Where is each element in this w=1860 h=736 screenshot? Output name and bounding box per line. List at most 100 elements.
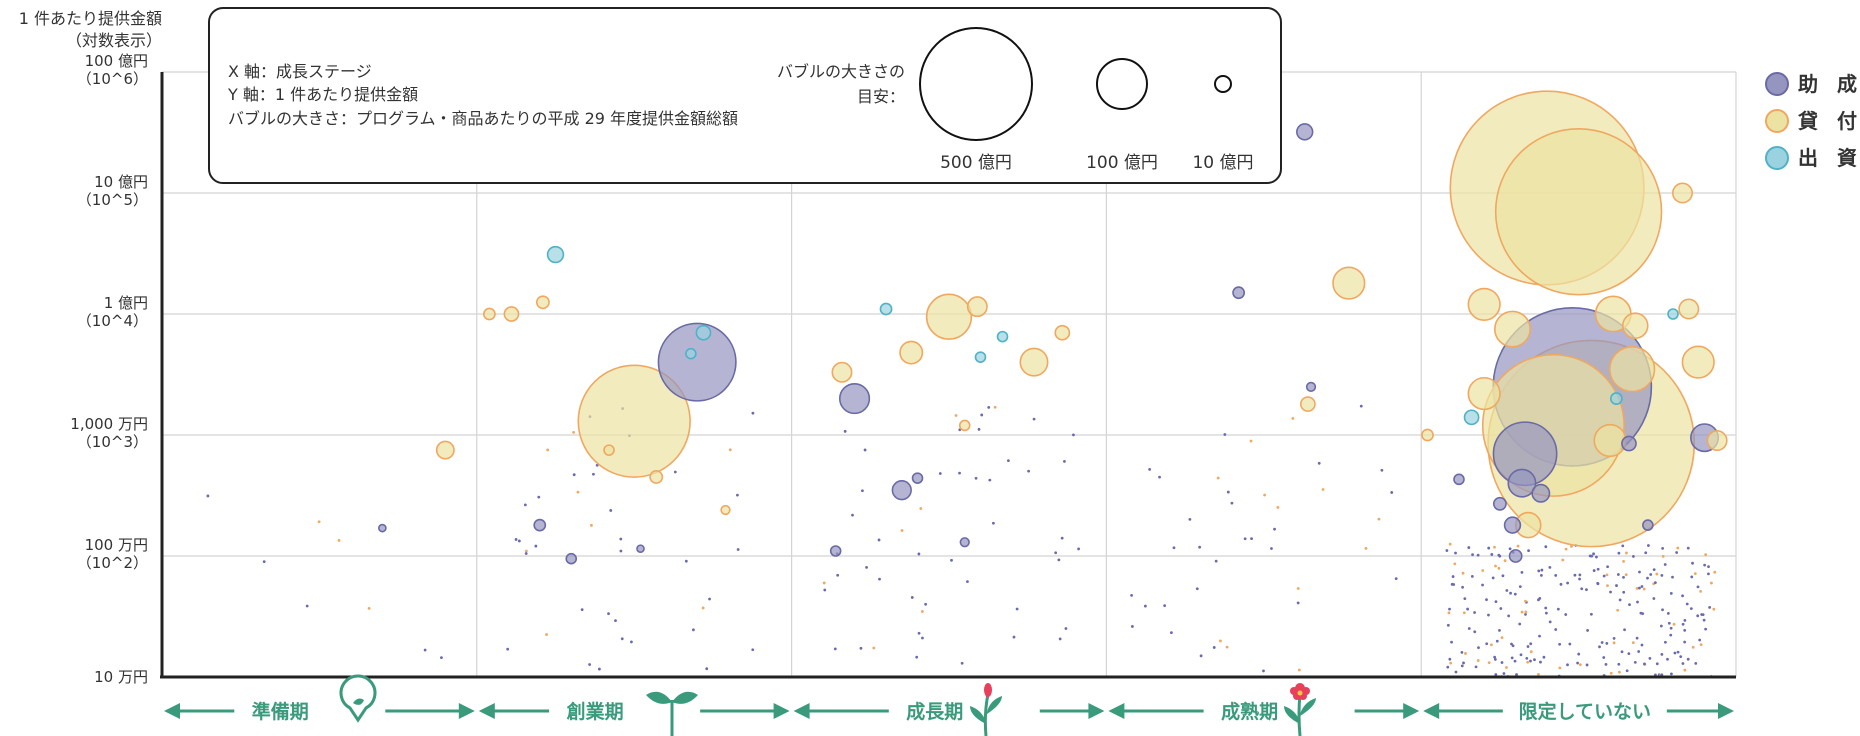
point-loan-small xyxy=(1476,659,1480,662)
point-loan-small xyxy=(590,523,593,527)
point-grant-small xyxy=(1172,546,1176,550)
point-grant-small xyxy=(1592,569,1596,572)
point-grant-small xyxy=(1690,575,1694,579)
bubble-equity xyxy=(996,330,1009,343)
point-grant-small xyxy=(1586,629,1589,632)
point-grant-small xyxy=(1585,588,1588,592)
bubble-loan xyxy=(1054,324,1071,341)
bubble-loan xyxy=(1494,128,1663,296)
point-grant-small xyxy=(1317,461,1321,465)
bubble-loan xyxy=(1019,347,1049,377)
point-grant-small xyxy=(1511,644,1515,648)
point-grant-small xyxy=(1501,574,1505,578)
point-grant-small xyxy=(1666,657,1669,661)
point-grant-small xyxy=(1625,669,1629,673)
point-loan-small xyxy=(1500,636,1504,640)
bubble-equity xyxy=(974,351,987,363)
sprout-icon xyxy=(646,691,698,736)
point-grant-small xyxy=(684,559,688,563)
point-loan-small xyxy=(545,633,548,636)
point-grant-small xyxy=(1481,583,1484,587)
y-tick-sublabel: （10^4） xyxy=(77,312,148,330)
point-loan-small xyxy=(1683,668,1687,672)
point-grant-small xyxy=(1568,642,1572,646)
point-grant-small xyxy=(991,521,995,525)
point-grant-small xyxy=(1250,537,1253,541)
point-grant-small xyxy=(1460,650,1464,654)
point-grant-small xyxy=(1681,594,1684,598)
point-grant-small xyxy=(1538,634,1541,638)
point-loan-small xyxy=(1526,660,1530,664)
point-grant-small xyxy=(1462,661,1465,665)
point-grant-small xyxy=(1590,554,1594,558)
point-loan-small xyxy=(1448,542,1452,546)
point-grant-small xyxy=(1513,659,1517,663)
point-grant-small xyxy=(614,619,617,623)
point-grant-small xyxy=(736,548,740,551)
point-loan-small xyxy=(1655,572,1659,576)
size-guide-label-line1: バブルの大きさの xyxy=(777,62,905,81)
point-loan-small xyxy=(1490,643,1493,647)
point-grant-small xyxy=(1460,664,1464,668)
point-loan-small xyxy=(1494,564,1497,568)
bubble-grant xyxy=(636,544,645,553)
size-guide-circle-100 xyxy=(1096,58,1148,110)
point-grant-small xyxy=(1589,612,1593,616)
point-grant-small xyxy=(1566,581,1570,585)
point-grant-small xyxy=(1390,491,1394,494)
legend-label-equity: 出 資 xyxy=(1798,146,1860,170)
point-grant-small xyxy=(1660,573,1664,577)
point-loan-small xyxy=(1616,608,1620,612)
point-loan-small xyxy=(1377,517,1381,521)
point-loan-small xyxy=(1493,545,1496,549)
point-grant-small xyxy=(1359,404,1363,408)
point-grant-small xyxy=(305,604,309,608)
point-grant-small xyxy=(1500,661,1504,664)
y-tick-labels: 100 億円（10^6） 10 億円（10^5） 1 億円（10^4） 1,000 万… xyxy=(70,52,148,686)
point-loan-small xyxy=(1453,562,1457,566)
point-loan-small xyxy=(872,646,876,650)
small-points-layer xyxy=(206,404,1717,679)
point-grant-small xyxy=(1539,660,1542,664)
point-grant-small xyxy=(1698,638,1702,642)
point-grant-small xyxy=(1637,650,1641,653)
stage-label: 限定していない xyxy=(1519,700,1651,723)
point-grant-small xyxy=(924,602,928,606)
point-grant-small xyxy=(1243,537,1247,541)
point-grant-small xyxy=(1649,573,1653,576)
point-grant-small xyxy=(1214,559,1218,563)
point-grant-small xyxy=(1686,546,1690,550)
point-grant-small xyxy=(592,472,595,476)
point-grant-small xyxy=(423,648,427,652)
size-guide-label-100: 100 億円 xyxy=(1086,153,1158,173)
point-loan-small xyxy=(1699,643,1703,647)
point-loan-small xyxy=(1297,668,1301,672)
point-loan-small xyxy=(1661,554,1665,558)
point-grant-small xyxy=(1669,626,1673,630)
point-grant-small xyxy=(1648,657,1652,660)
point-grant-small xyxy=(1498,628,1501,632)
point-grant-small xyxy=(1130,625,1134,628)
bubble-loan xyxy=(1332,266,1366,300)
point-grant-small xyxy=(1675,551,1679,554)
info-box: X 軸：成長ステージ Y 軸：1 件あたり提供金額 バブルの大きさ：プログラム・… xyxy=(208,7,1282,184)
point-loan-small xyxy=(1561,558,1565,562)
point-grant-small xyxy=(938,472,942,475)
point-grant-small xyxy=(705,667,709,671)
bubble-grant xyxy=(657,322,737,402)
point-grant-small xyxy=(1077,547,1080,551)
point-grant-small xyxy=(861,489,864,493)
point-grant-small xyxy=(1640,585,1644,588)
point-loan-small xyxy=(1219,639,1222,643)
point-grant-small xyxy=(1262,669,1265,673)
bubble-grant xyxy=(829,545,842,557)
point-grant-small xyxy=(1060,536,1064,540)
point-grant-small xyxy=(1446,623,1450,627)
point-grant-small xyxy=(506,647,510,651)
bubble-loan xyxy=(1608,346,1656,393)
point-loan-small xyxy=(546,448,550,452)
point-grant-small xyxy=(1273,527,1276,531)
point-grant-small xyxy=(1494,600,1498,603)
stage-label: 創業期 xyxy=(567,700,624,723)
